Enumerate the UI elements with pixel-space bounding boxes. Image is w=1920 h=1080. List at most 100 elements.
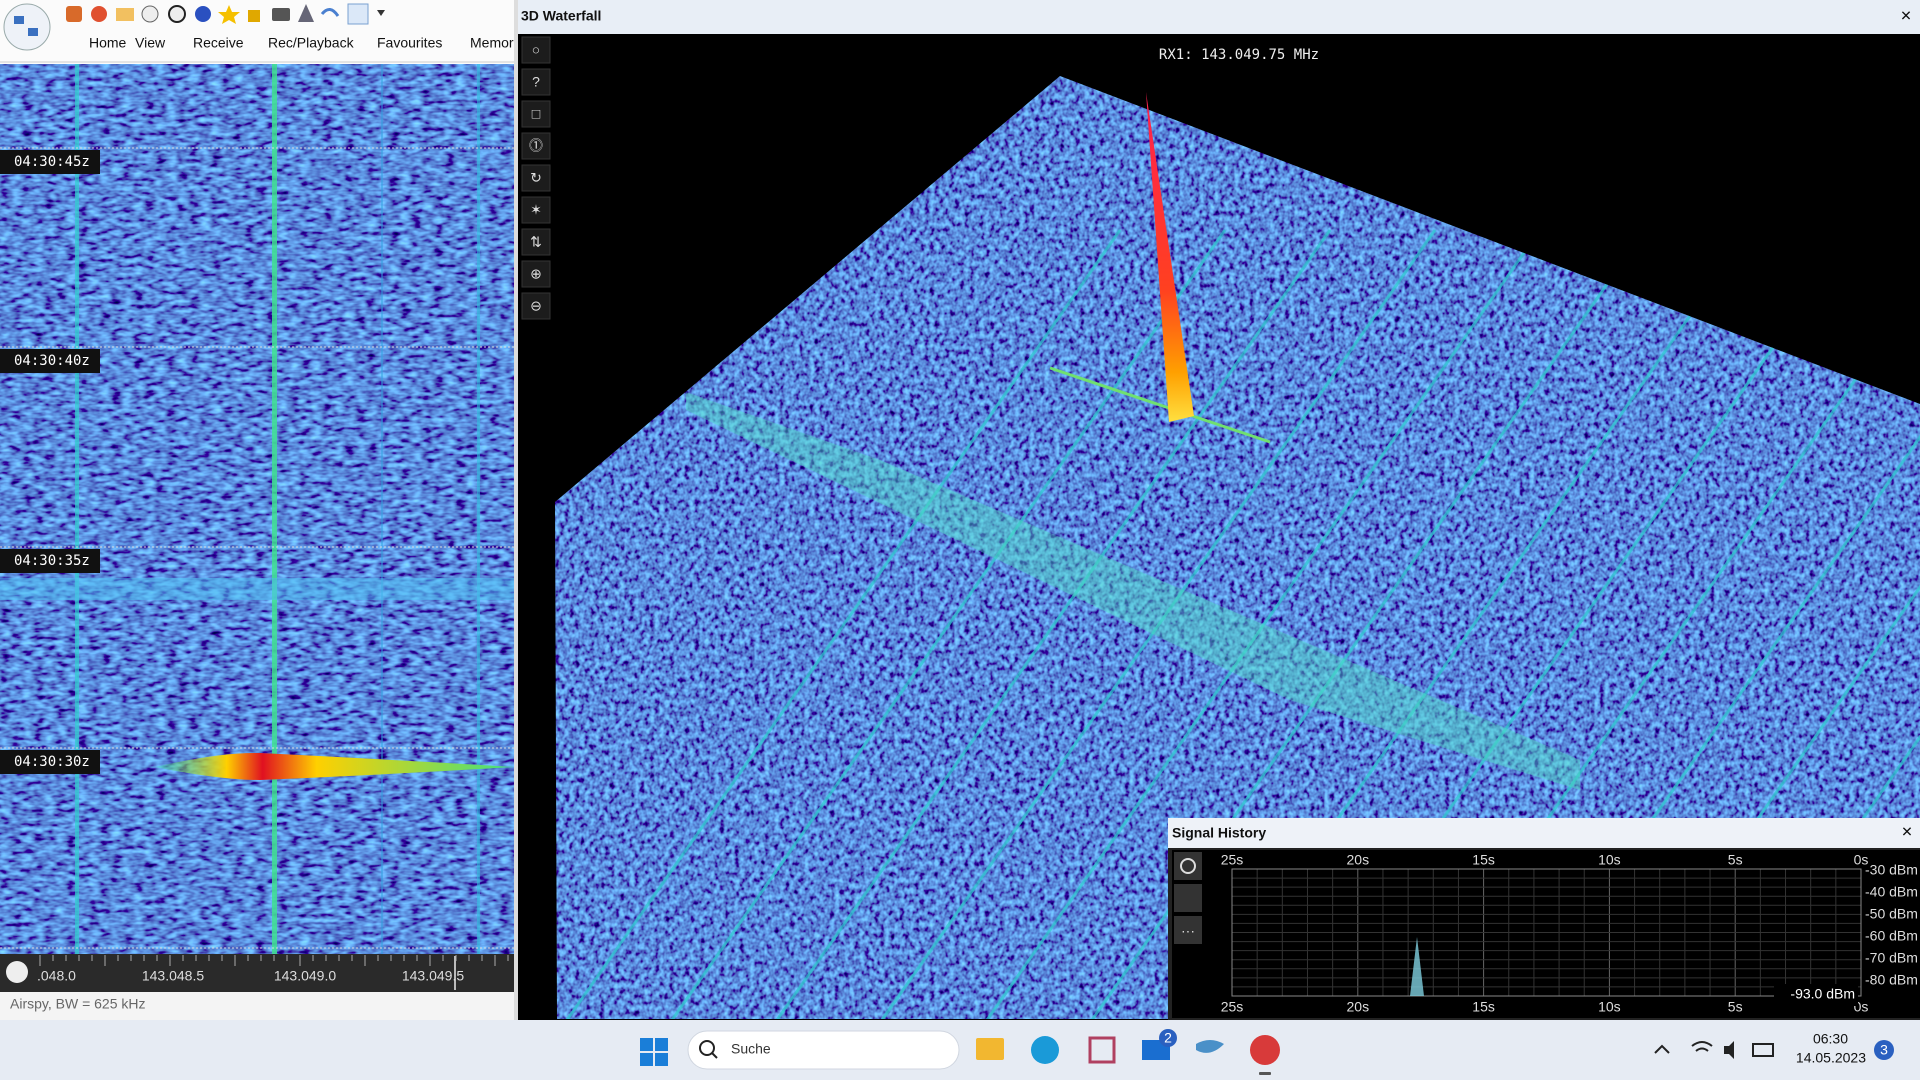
tool-button[interactable]: [521, 196, 551, 224]
tool-icon: ○: [532, 42, 540, 58]
tray-expand[interactable]: [1654, 1044, 1670, 1054]
home-button[interactable]: [66, 6, 82, 22]
search-placeholder: Suche: [731, 1041, 771, 1057]
tool-icon: ↻: [530, 170, 542, 186]
start-button[interactable]: [640, 1038, 668, 1066]
stop-button[interactable]: [168, 5, 186, 23]
frequency-label: 143.049.0: [274, 968, 336, 984]
level-label: -40 dBm: [1865, 884, 1918, 900]
status-text: Airspy, BW = 625 kHz: [10, 996, 146, 1012]
tool-icon: ✶: [530, 202, 542, 218]
search-box[interactable]: [687, 1030, 960, 1070]
level-label: -70 dBm: [1865, 950, 1918, 966]
wifi-icon[interactable]: [1691, 1041, 1713, 1052]
reading-box: [1774, 984, 1858, 1006]
edge-icon[interactable]: [1031, 1036, 1059, 1064]
time-label: 10s: [1598, 999, 1621, 1015]
level-label: -30 dBm: [1865, 862, 1918, 878]
history-button[interactable]: [1174, 916, 1202, 944]
sdr-icon[interactable]: [1250, 1035, 1280, 1065]
app-icon[interactable]: [1196, 1040, 1224, 1053]
record-button[interactable]: [195, 6, 211, 22]
cursor: [454, 956, 456, 990]
time-label-box: [0, 750, 100, 774]
notification-badge[interactable]: [1874, 1040, 1894, 1060]
level-label: -60 dBm: [1865, 928, 1918, 944]
time-label: 0s: [1854, 852, 1869, 868]
carrier-line: [978, 229, 1542, 1019]
level-label: -80 dBm: [1865, 972, 1918, 988]
time-label-box: [0, 549, 100, 573]
axis-button[interactable]: [6, 961, 28, 983]
level-label: -50 dBm: [1865, 906, 1918, 922]
clock-time[interactable]: 06:30: [1813, 1031, 1848, 1047]
signal-reading: -93.0 dBm: [1790, 986, 1855, 1002]
tool-button[interactable]: [521, 292, 551, 320]
menu-item[interactable]: Receive: [193, 35, 244, 51]
frequency-axis: [0, 954, 514, 992]
time-label: 20s: [1347, 999, 1370, 1015]
tool-icon: ?: [532, 74, 540, 90]
tool-button[interactable]: [521, 260, 551, 288]
carrier-line: [477, 64, 480, 954]
undo-button[interactable]: [320, 8, 340, 17]
open-button[interactable]: [116, 8, 134, 21]
time-label: 15s: [1472, 999, 1495, 1015]
history-spike: [1410, 937, 1424, 996]
taskbar: [0, 1020, 1920, 1080]
close-button[interactable]: ✕: [1901, 824, 1913, 840]
clock-date[interactable]: 14.05.2023: [1796, 1050, 1866, 1066]
window-titlebar: [1168, 818, 1920, 848]
tool-button[interactable]: [521, 164, 551, 192]
history-button[interactable]: [1174, 884, 1202, 912]
dropdown-button[interactable]: [377, 10, 385, 16]
active-indicator: [1259, 1072, 1271, 1075]
screenshot-button[interactable]: [272, 8, 290, 21]
favourite-button[interactable]: [218, 5, 240, 24]
start-tile: [640, 1038, 653, 1051]
frequency-readout: RX1: 143.049.75 MHz: [1159, 47, 1319, 63]
tool-icon: ⇅: [530, 234, 542, 250]
menu-item[interactable]: Home: [89, 35, 127, 51]
battery-icon[interactable]: [1752, 1043, 1774, 1057]
app-button[interactable]: [3, 3, 51, 51]
carrier-line: [75, 64, 79, 954]
tool-icon: ⓵: [529, 138, 543, 154]
tool-button[interactable]: [521, 228, 551, 256]
signal-spike: [1146, 92, 1194, 422]
explorer-icon[interactable]: [976, 1038, 1004, 1060]
tool-button[interactable]: [521, 36, 551, 64]
tool-button[interactable]: [521, 132, 551, 160]
noise-band: [686, 392, 1580, 790]
volume-icon[interactable]: [1724, 1041, 1734, 1059]
lock-button[interactable]: [248, 10, 260, 22]
time-label-box: [0, 349, 100, 373]
tool-button[interactable]: [521, 68, 551, 96]
start-tile: [655, 1053, 668, 1066]
tool-icon: ⊖: [530, 298, 542, 314]
history-frame: [1231, 868, 1862, 997]
window-title: 3D Waterfall: [521, 8, 601, 24]
status-bar: [0, 992, 514, 1020]
menu-item[interactable]: Rec/Playback: [268, 35, 355, 51]
menu-item[interactable]: Favourites: [377, 35, 442, 51]
tool-button[interactable]: [521, 100, 551, 128]
notification-count: 3: [1880, 1042, 1888, 1058]
spectrum-button[interactable]: [347, 3, 369, 25]
tool-button[interactable]: [298, 4, 314, 22]
history-button[interactable]: [1174, 852, 1202, 880]
history-icon: [1180, 858, 1196, 874]
snip-icon[interactable]: [1088, 1036, 1116, 1064]
time-label: 5s: [1728, 999, 1743, 1015]
menu-item[interactable]: View: [135, 35, 166, 51]
frequency-label: 143.049.5: [402, 968, 464, 984]
close-button[interactable]: ✕: [1900, 8, 1912, 24]
menu-item[interactable]: Memor: [470, 35, 514, 51]
play-button[interactable]: [141, 5, 159, 23]
help-button[interactable]: [91, 6, 107, 22]
app-icon: [28, 28, 38, 36]
start-tile: [655, 1038, 668, 1051]
waterfall: 04:30:45z 04:30:40z 04:30:35z 04:30:30z: [0, 64, 514, 954]
